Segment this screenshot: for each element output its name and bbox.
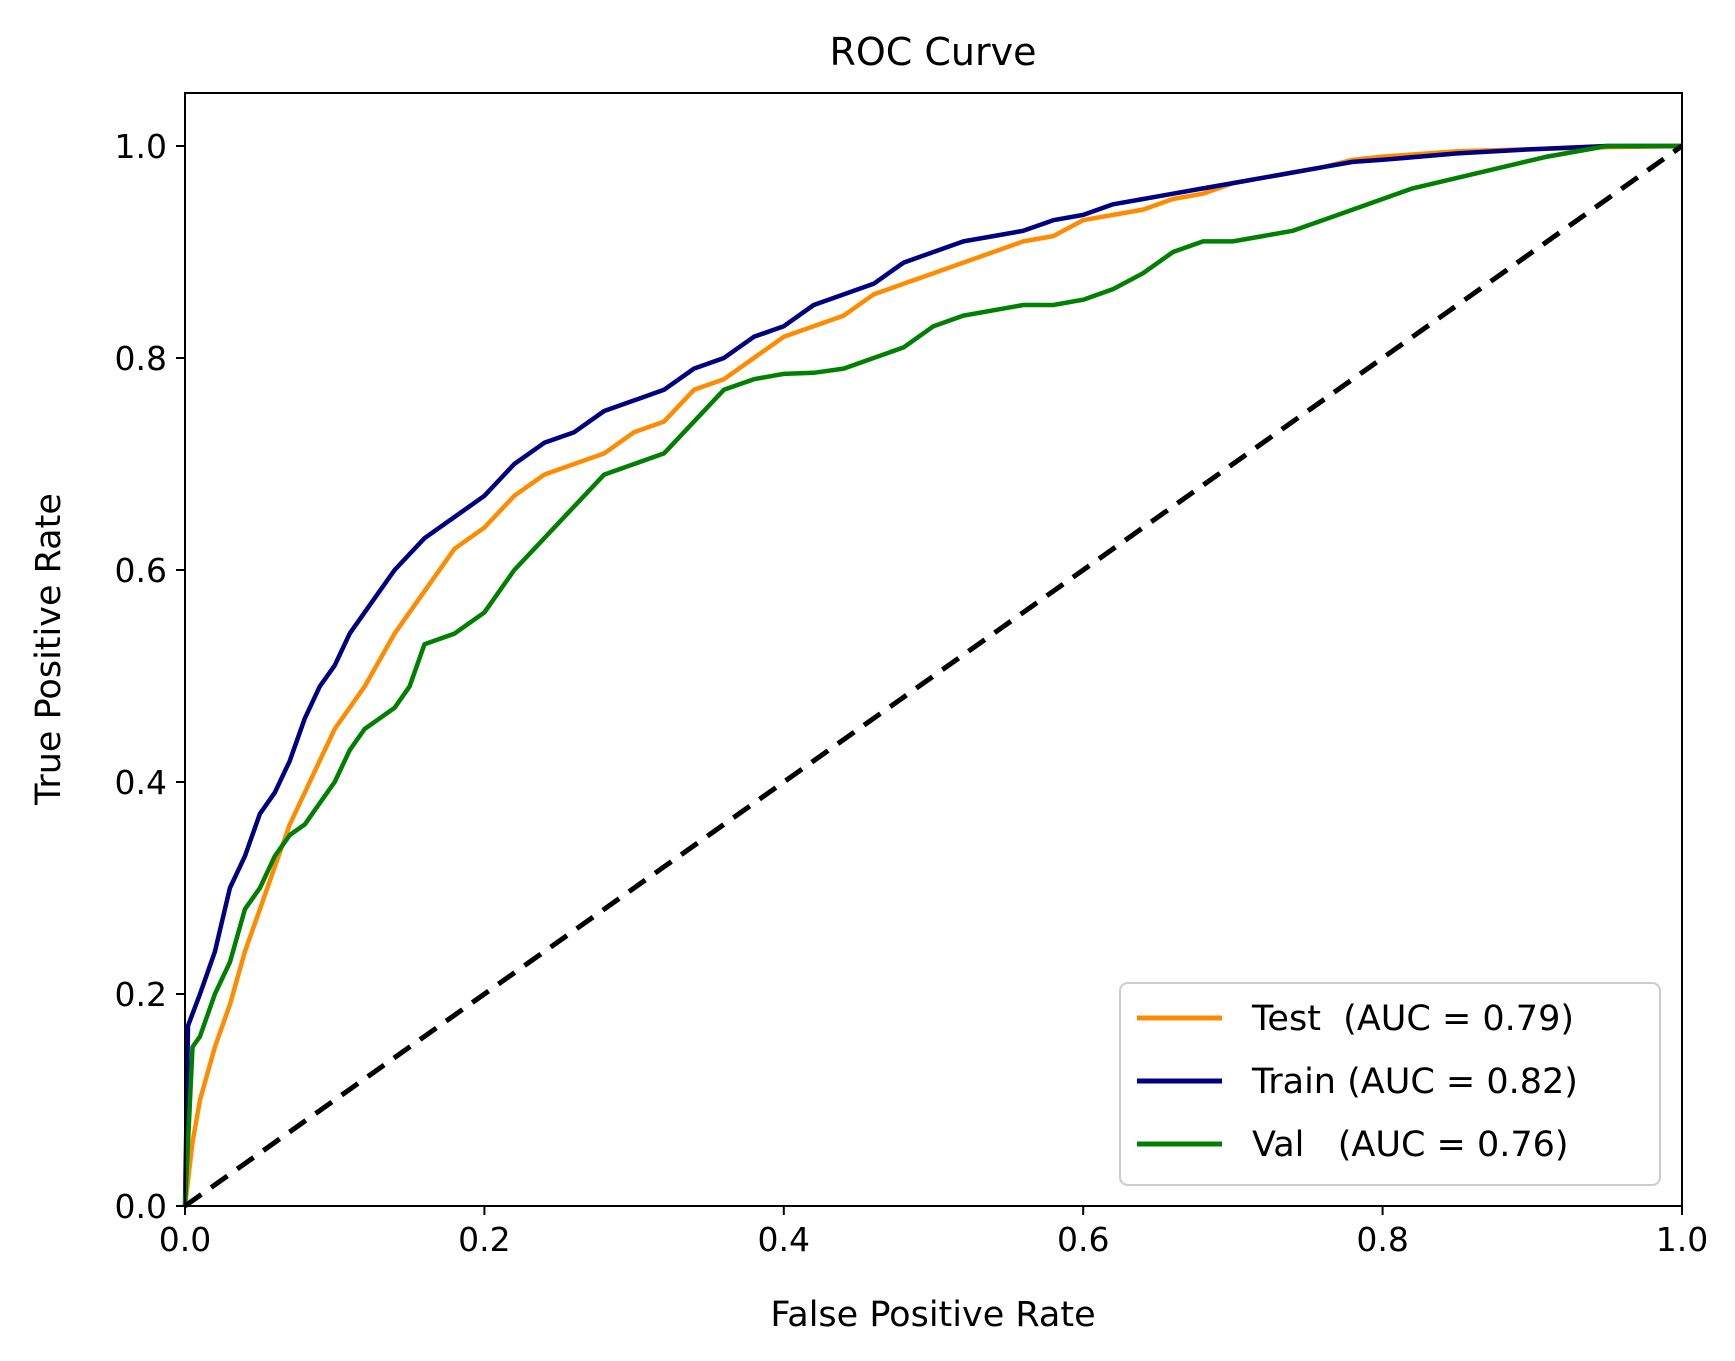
x-tick-label: 0.6 [1057, 1220, 1109, 1259]
chance-diagonal-line [183, 143, 1684, 1209]
y-tick-label: 1.0 [115, 127, 167, 166]
legend-box [1119, 982, 1661, 1186]
y-tick-label: 0.6 [115, 551, 167, 590]
legend-label: Test (AUC = 0.79) [1251, 999, 1574, 1039]
x-tick-label: 0.2 [458, 1220, 510, 1259]
legend-label: Val (AUC = 0.76) [1252, 1125, 1569, 1165]
y-tick-label: 0.2 [115, 975, 167, 1014]
x-tick-label: 0.0 [159, 1220, 211, 1259]
y-axis-label: True Positive Rate [29, 493, 69, 806]
x-tick-label: 1.0 [1656, 1220, 1708, 1259]
series-line-2 [182, 143, 1682, 1207]
ticks-layer: 0.0 0.2 0.4 0.6 0.8 1.0 0.0 0.2 0.4 0.6 0.8 1.0 [115, 127, 1709, 1259]
series-line-1 [182, 143, 1682, 1207]
y-tick-label: 0.4 [115, 763, 167, 802]
legend-label: Train (AUC = 0.82) [1251, 1062, 1578, 1102]
legend: Test (AUC = 0.79) Train (AUC = 0.82) Val (… [1119, 982, 1661, 1186]
y-tick-label: 0.0 [115, 1187, 167, 1226]
plot-frame [184, 92, 1683, 1207]
x-axis-label: False Positive Rate [770, 1295, 1095, 1335]
y-tick-label: 0.8 [115, 339, 167, 378]
series-layer [182, 143, 1684, 1209]
chart-title: ROC Curve [829, 30, 1036, 74]
x-tick-label: 0.8 [1356, 1220, 1408, 1259]
x-tick-label: 0.4 [758, 1220, 810, 1259]
